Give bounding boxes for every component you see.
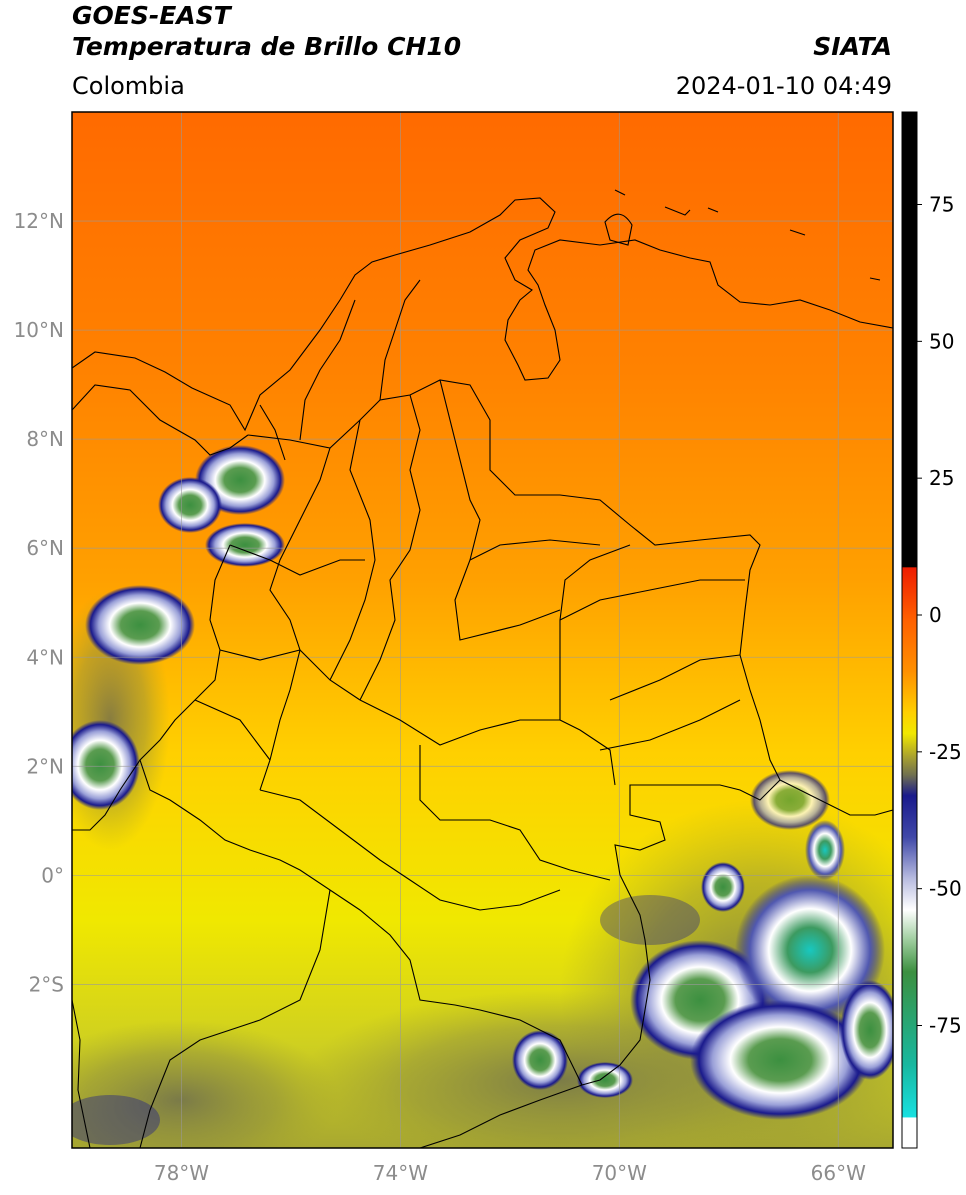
- coastline: [72, 544, 231, 831]
- lat-tick-label: 0°: [41, 863, 64, 887]
- storm-cell: [512, 1030, 568, 1090]
- island-coast: [604, 213, 633, 246]
- datetime-label: 2024-01-10 04:49: [675, 72, 892, 100]
- lon-tick-label: 66°W: [811, 1161, 866, 1185]
- graticule: [72, 112, 893, 1148]
- satellite-title: GOES-EAST: [72, 1, 231, 30]
- title-block: GOES-EAST Temperatura de Brillo CH10: [72, 0, 461, 62]
- storm-cell: [205, 523, 285, 567]
- lon-tick-label: 74°W: [373, 1161, 428, 1185]
- storm-cell: [805, 820, 845, 880]
- national-border: [139, 759, 583, 1086]
- lat-tick-label: 12°N: [14, 209, 64, 233]
- agency-label: SIATA: [813, 32, 892, 61]
- boundaries: [72, 189, 893, 1148]
- lat-tick-label: 6°N: [26, 536, 64, 560]
- cloud-features: [72, 445, 893, 1148]
- colorbar-tick-label: -50: [929, 877, 962, 901]
- product-title: Temperatura de Brillo CH10: [72, 32, 462, 61]
- national-border: [247, 379, 781, 1086]
- lat-tick-label: 2°S: [29, 972, 64, 996]
- colorbar-tick-label: 75: [929, 193, 954, 217]
- lon-tick-label: 78°W: [154, 1161, 209, 1185]
- latitude-labels: 12°N 10°N 8°N 6°N 4°N 2°N 0° 2°S: [14, 209, 64, 996]
- colorbar-tick-label: 25: [929, 466, 954, 490]
- lat-tick-label: 4°N: [26, 645, 64, 669]
- storm-cell: [577, 1062, 633, 1098]
- storm-cell: [72, 720, 140, 810]
- storm-cell: [735, 875, 885, 1025]
- colorbar-tick-label: 0: [929, 603, 942, 627]
- lat-tick-label: 10°N: [14, 318, 64, 342]
- colorbar: [901, 111, 918, 1149]
- colorbar-tick-label: 50: [929, 329, 954, 353]
- coastline: [72, 197, 893, 432]
- map-frame: [71, 111, 894, 1149]
- colorbar-tick-label: -25: [929, 740, 962, 764]
- longitude-labels: 78°W 74°W 70°W 66°W: [154, 1161, 866, 1185]
- region-label: Colombia: [72, 72, 185, 100]
- lon-tick-label: 70°W: [592, 1161, 647, 1185]
- storm-cell: [85, 585, 195, 665]
- lat-tick-label: 2°N: [26, 754, 64, 778]
- lat-tick-label: 8°N: [26, 427, 64, 451]
- colorbar-ticks: 75 50 25 0 -25 -50 -75: [917, 193, 962, 1038]
- storm-cell: [158, 477, 222, 533]
- storm-cell: [690, 1000, 870, 1120]
- colorbar-tick-label: -75: [929, 1014, 962, 1038]
- storm-cell: [840, 980, 893, 1080]
- storm-cell: [701, 862, 745, 912]
